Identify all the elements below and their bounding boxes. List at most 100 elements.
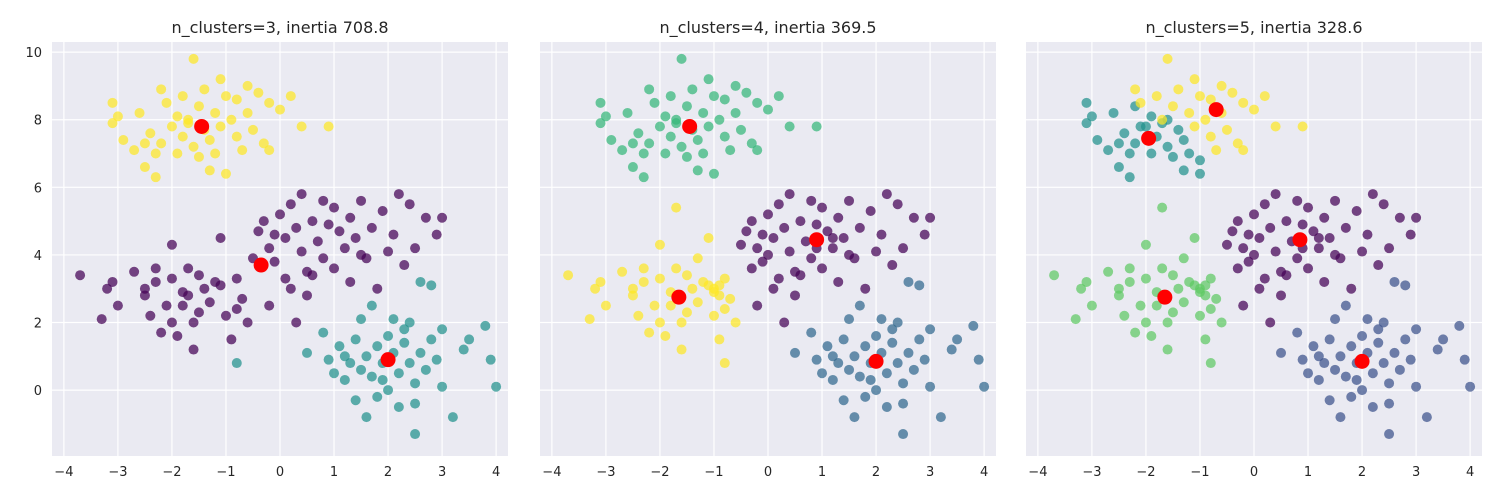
data-point <box>1378 199 1389 210</box>
data-point <box>914 334 925 345</box>
data-point <box>692 297 703 308</box>
data-point <box>242 80 253 91</box>
data-point <box>302 347 313 358</box>
data-point <box>1297 219 1308 230</box>
y-tick-label: 0 <box>34 384 42 399</box>
y-tick-label: 2 <box>34 317 42 332</box>
data-point <box>1357 331 1368 342</box>
data-point <box>1270 246 1281 257</box>
data-point <box>827 351 838 362</box>
data-point <box>617 145 628 156</box>
data-point <box>1205 358 1216 369</box>
data-point <box>480 320 491 331</box>
data-point <box>237 293 248 304</box>
data-point <box>1184 107 1195 118</box>
data-point <box>838 233 849 244</box>
data-point <box>914 280 925 291</box>
data-point <box>1238 145 1249 156</box>
data-point <box>1373 337 1384 348</box>
x-tick-label: 0 <box>764 465 772 480</box>
data-point <box>1313 233 1324 244</box>
data-point <box>1076 283 1087 294</box>
data-point <box>649 300 660 311</box>
data-point <box>968 320 979 331</box>
data-point <box>1113 162 1124 173</box>
data-point <box>156 84 167 95</box>
data-point <box>269 229 280 240</box>
data-point <box>1292 253 1303 264</box>
data-point <box>1243 229 1254 240</box>
data-point <box>1400 334 1411 345</box>
data-point <box>887 260 898 271</box>
data-point <box>1249 249 1259 260</box>
data-point <box>1351 374 1362 385</box>
data-point <box>485 354 496 365</box>
data-point <box>264 243 275 254</box>
data-point <box>393 368 404 379</box>
data-point <box>638 276 649 287</box>
data-point <box>692 253 703 264</box>
data-point <box>1297 121 1308 132</box>
data-point <box>215 121 226 132</box>
data-point <box>1270 189 1281 200</box>
data-point <box>431 354 442 365</box>
data-point <box>860 391 871 402</box>
data-point <box>1130 84 1141 95</box>
data-point <box>676 141 687 152</box>
data-point <box>193 151 204 162</box>
data-point <box>773 273 784 284</box>
data-point <box>1454 320 1465 331</box>
data-point <box>226 334 237 345</box>
data-point <box>1167 307 1178 318</box>
data-point <box>318 195 329 206</box>
data-point <box>204 297 215 308</box>
data-point <box>404 358 415 369</box>
data-point <box>925 212 936 223</box>
x-tick-label: −2 <box>650 465 669 480</box>
data-point <box>1238 300 1249 311</box>
data-point <box>660 331 671 342</box>
data-point <box>118 135 129 146</box>
centroid-marker <box>671 289 687 305</box>
data-point <box>881 368 892 379</box>
data-point <box>269 256 280 267</box>
data-point <box>188 344 199 355</box>
data-point <box>215 233 226 244</box>
data-point <box>323 219 334 230</box>
data-point <box>426 280 437 291</box>
data-point <box>887 337 898 348</box>
x-tick-label: −1 <box>1190 465 1209 480</box>
data-point <box>1351 205 1362 216</box>
data-point <box>188 317 199 328</box>
x-tick-label: −3 <box>108 465 127 480</box>
data-point <box>399 260 410 271</box>
data-point <box>188 53 199 64</box>
data-point <box>681 151 692 162</box>
data-point <box>166 317 177 328</box>
data-point <box>183 118 194 129</box>
data-point <box>654 239 665 250</box>
data-point <box>654 273 665 284</box>
data-point <box>1146 148 1157 159</box>
data-point <box>784 189 795 200</box>
data-point <box>1135 300 1146 311</box>
data-point <box>763 249 773 260</box>
data-point <box>139 162 150 173</box>
x-tick-label: −4 <box>54 465 73 480</box>
data-point <box>1049 270 1060 281</box>
centroid-marker <box>1354 353 1370 369</box>
data-point <box>307 270 318 281</box>
data-point <box>366 371 377 382</box>
data-point <box>339 243 350 254</box>
data-point <box>1162 53 1173 64</box>
data-point <box>1340 222 1351 233</box>
data-point <box>291 317 302 328</box>
data-point <box>627 162 638 173</box>
data-point <box>264 300 275 311</box>
data-point <box>817 263 828 274</box>
data-point <box>1211 145 1222 156</box>
centroid-marker <box>868 353 884 369</box>
data-point <box>220 168 231 179</box>
data-point <box>714 280 725 291</box>
